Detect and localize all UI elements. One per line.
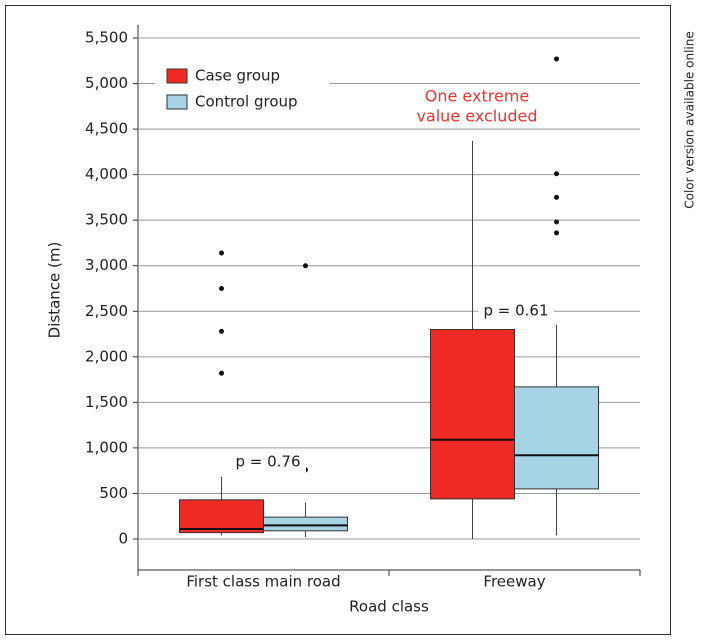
box <box>430 328 515 500</box>
box <box>179 499 264 534</box>
legend: Case group Control group <box>155 62 330 120</box>
x-axis-label: Road class <box>349 598 429 616</box>
legend-label: Case group <box>195 67 280 85</box>
outlier <box>554 171 559 177</box>
y-tick-label: 5,500 <box>85 29 128 47</box>
y-tick-label: 2,000 <box>85 347 128 365</box>
y-tick-label: 500 <box>99 484 128 502</box>
frame <box>5 5 671 635</box>
y-tick-label: 1,500 <box>85 393 128 411</box>
annotation: One extreme <box>425 87 529 106</box>
y-tick-label: 5,000 <box>85 74 128 92</box>
annotation-bg <box>230 452 306 472</box>
x-tick-label: Freeway <box>483 573 545 591</box>
annotation: value excluded <box>416 107 537 126</box>
annotation: p = 0.61 <box>483 302 548 320</box>
y-tick-label: 4,500 <box>85 120 128 138</box>
outlier <box>554 219 559 225</box>
box <box>514 386 599 490</box>
y-tick-label: 3,000 <box>85 256 128 274</box>
box <box>263 516 348 532</box>
outlier <box>219 286 224 291</box>
y-tick-label: 3,500 <box>85 211 128 229</box>
outlier <box>554 194 559 200</box>
y-tick-label: 0 <box>118 530 128 548</box>
outlier <box>219 370 224 376</box>
outlier <box>219 328 224 334</box>
y-axis-label: Distance (m) <box>46 242 64 339</box>
outlier <box>219 250 224 256</box>
legend-label: Control group <box>195 93 298 111</box>
annotation-bg <box>478 301 554 321</box>
legend-swatch <box>166 94 188 110</box>
y-tick-label: 1,000 <box>85 438 128 456</box>
outlier <box>554 230 559 236</box>
y-tick-label: 2,500 <box>85 302 128 320</box>
side-note: Color version available online <box>683 31 697 209</box>
y-tick-label: 4,000 <box>85 165 128 183</box>
outlier <box>303 263 308 269</box>
x-tick-label: First class main road <box>186 573 340 591</box>
outlier <box>554 56 559 62</box>
legend-swatch <box>166 68 188 84</box>
annotation: p = 0.76 <box>235 453 300 471</box>
